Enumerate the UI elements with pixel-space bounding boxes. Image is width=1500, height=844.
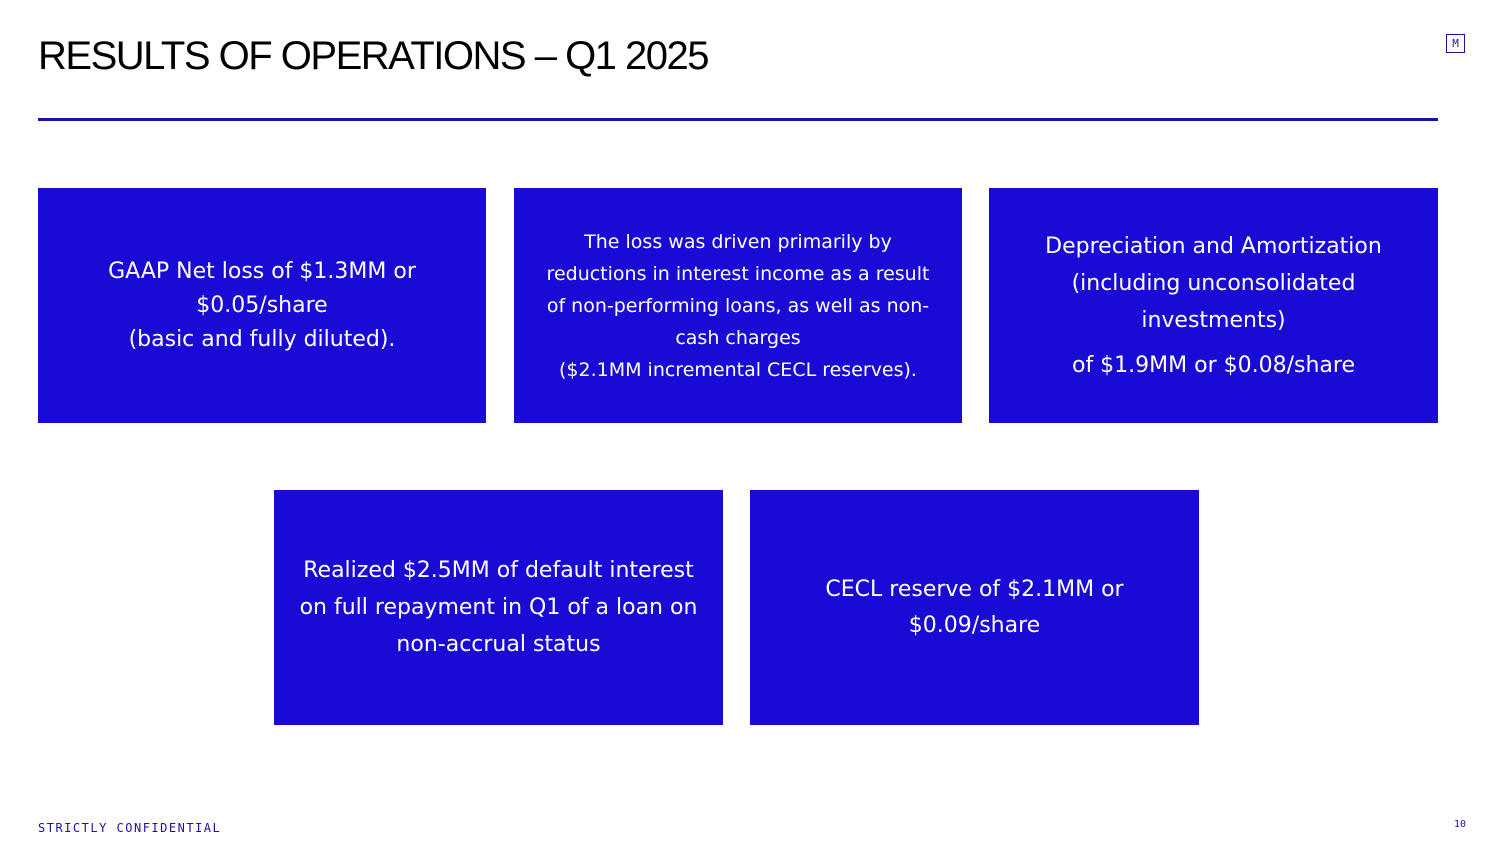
card-line: non-accrual status — [396, 632, 601, 657]
card-line: of non-performing loans, as well as non- — [546, 294, 930, 317]
card-line: GAAP Net loss of $1.3MM or — [108, 258, 416, 284]
default-interest-card: Realized $2.5MM of default interest on f… — [274, 490, 723, 725]
card-line: Realized $2.5MM of default interest — [303, 558, 694, 583]
card-line: on full repayment in Q1 of a loan on — [299, 595, 698, 620]
card-line: reductions in interest income as a resul… — [546, 262, 930, 285]
card-line: Depreciation and Amortization — [1045, 233, 1382, 259]
loss-drivers-card: The loss was driven primarily by reducti… — [514, 188, 962, 423]
slide-title: RESULTS OF OPERATIONS – Q1 2025 — [38, 34, 710, 78]
net-loss-card: GAAP Net loss of $1.3MM or $0.05/share (… — [38, 188, 486, 423]
card-line: The loss was driven primarily by — [584, 230, 892, 253]
depreciation-card: Depreciation and Amortization (including… — [989, 188, 1438, 423]
card-line: (basic and fully diluted). — [128, 326, 396, 352]
confidentiality-label: STRICTLY CONFIDENTIAL — [38, 821, 222, 835]
card-line: ($2.1MM incremental CECL reserves). — [559, 358, 917, 381]
card-line: CECL reserve of $2.1MM or — [825, 576, 1124, 602]
card-line: $0.09/share — [908, 612, 1041, 638]
card-line: investments) — [1141, 307, 1286, 333]
title-divider — [38, 118, 1438, 121]
card-line: $0.05/share — [196, 292, 328, 318]
cecl-reserve-card: CECL reserve of $2.1MM or $0.09/share — [750, 490, 1199, 725]
card-line: of $1.9MM or $0.08/share — [1071, 352, 1355, 378]
card-line: cash charges — [675, 326, 801, 349]
page-number: 10 — [1454, 819, 1467, 830]
brand-logo-icon: M — [1446, 34, 1465, 53]
card-line: (including unconsolidated — [1071, 270, 1356, 296]
